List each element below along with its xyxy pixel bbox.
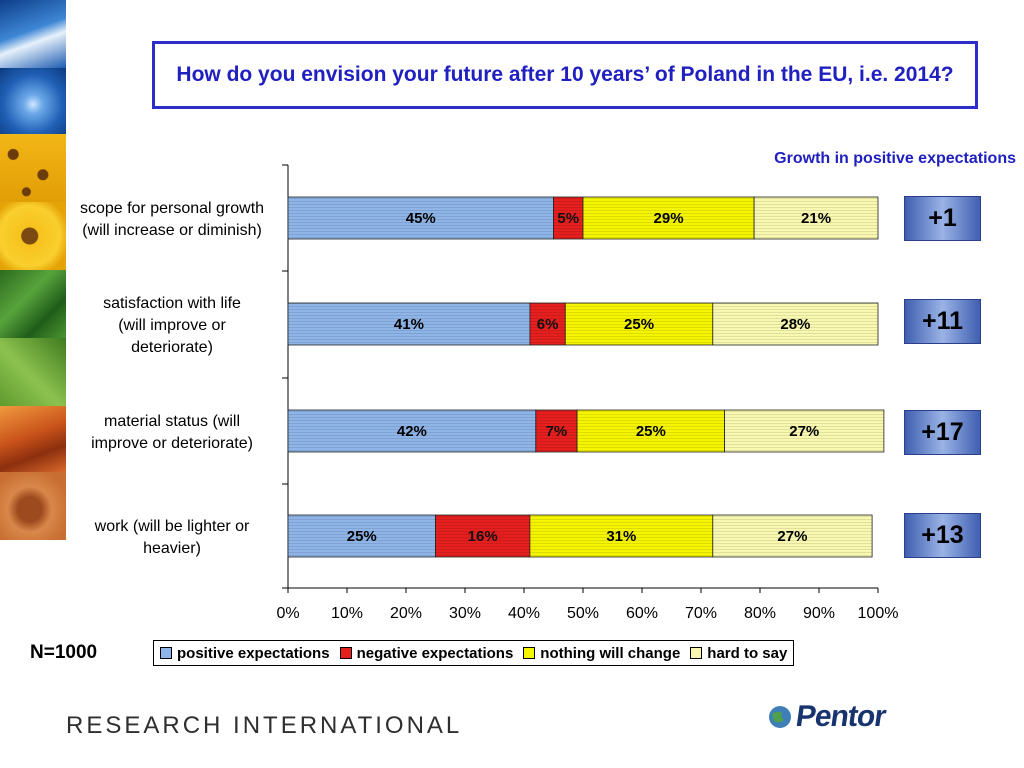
legend-swatch-negative (339, 647, 352, 659)
data-label: 25% (624, 316, 654, 333)
sunflower-image (0, 202, 66, 270)
bar-segment-texture (583, 197, 755, 239)
legend-swatch-nothing (523, 647, 536, 659)
bar-segment-texture (712, 303, 878, 345)
growth-value: +11 (921, 307, 964, 335)
growth-header: Growth in positive expectations (774, 150, 1016, 167)
x-tick-label: 60% (626, 605, 658, 622)
x-tick-label: 90% (803, 605, 835, 622)
research-international-logo: RESEARCH INTERNATIONAL (66, 712, 463, 739)
data-label: 28% (780, 316, 810, 333)
legend-label: positive expectations (177, 644, 330, 662)
chart-legend: positive expectations negative expectati… (153, 640, 795, 666)
bar-segment-texture (724, 410, 884, 452)
water-drop-image (0, 68, 66, 134)
x-tick-label: 20% (390, 605, 422, 622)
sunflowers-field-image (0, 134, 66, 202)
growth-value: +13 (921, 521, 964, 549)
data-label: 31% (606, 528, 636, 545)
x-tick-label: 80% (744, 605, 776, 622)
data-label: 6% (537, 316, 559, 333)
chart-title: How do you envision your future after 10… (152, 41, 978, 109)
pentor-logo: Pentor (768, 700, 888, 734)
leaf-image (0, 338, 66, 406)
data-label: 25% (347, 528, 377, 545)
forest-aerial-image (0, 270, 66, 338)
bar-segment-texture (288, 197, 554, 239)
wave-image (0, 0, 66, 68)
x-tick-label: 40% (508, 605, 540, 622)
legend-item-hard: hard to say (690, 645, 787, 662)
data-label: 45% (406, 210, 436, 227)
bar-segment-texture (288, 515, 436, 557)
category-label: material status (will improve or deterior… (91, 413, 253, 452)
x-tick-label: 100% (858, 605, 899, 622)
legend-label: hard to say (707, 644, 788, 662)
pentor-wordmark: Pentor (793, 700, 888, 733)
legend-item-negative: negative expectations (339, 644, 514, 662)
category-label: scope for personal growth (will increase … (80, 200, 264, 239)
data-label: 7% (546, 423, 568, 440)
legend-swatch-hard (690, 647, 703, 659)
data-label: 5% (557, 210, 579, 227)
bar-segment-texture (754, 197, 878, 239)
x-tick-label: 70% (685, 605, 717, 622)
data-label: 27% (789, 423, 819, 440)
nature-image-strip (0, 0, 66, 540)
globe-icon (769, 706, 791, 728)
data-label: 42% (397, 423, 427, 440)
legend-label: negative expectations (356, 644, 514, 662)
data-label: 25% (636, 423, 666, 440)
growth-value: +17 (921, 418, 964, 446)
data-label: 16% (468, 528, 498, 545)
growth-value: +1 (928, 204, 957, 232)
growth-value-box: +13 (904, 513, 981, 558)
bar-segment-texture (577, 410, 725, 452)
growth-value-box: +17 (904, 410, 981, 455)
legend-label: nothing will change (540, 644, 681, 662)
growth-value-box: +1 (904, 196, 981, 241)
desert-dunes-image (0, 406, 66, 472)
bar-segment-texture (535, 410, 578, 452)
legend-swatch-positive (160, 647, 172, 659)
data-label: 29% (654, 210, 684, 227)
bar-segment-texture (712, 515, 873, 557)
bar-segment-texture (553, 197, 583, 239)
category-label: satisfaction with life (will improve or de… (103, 295, 241, 356)
sand-footprint-image (0, 472, 66, 540)
x-tick-label: 30% (449, 605, 481, 622)
sample-size-label: N=1000 (30, 642, 98, 663)
legend-item-nothing: nothing will change (523, 645, 680, 662)
data-label: 27% (777, 528, 807, 545)
data-label: 41% (394, 316, 424, 333)
bar-segment-texture (529, 303, 566, 345)
x-tick-label: 10% (331, 605, 363, 622)
bar-segment-texture (288, 303, 530, 345)
growth-value-box: +11 (904, 299, 981, 344)
category-label: work (will be lighter or heavier) (94, 518, 250, 557)
x-tick-label: 50% (567, 605, 599, 622)
x-tick-label: 0% (276, 605, 299, 622)
bar-segment-texture (288, 410, 536, 452)
data-label: 21% (801, 210, 831, 227)
bar-segment-texture (565, 303, 713, 345)
bar-segment-texture (435, 515, 530, 557)
stacked-bar-chart: 0% 10% 20% 30% 40% 50% 60% 70% 80% 90% 100% scope f… (80, 164, 899, 622)
legend-item-positive: positive expectations (160, 645, 330, 662)
bar-segment-texture (529, 515, 713, 557)
